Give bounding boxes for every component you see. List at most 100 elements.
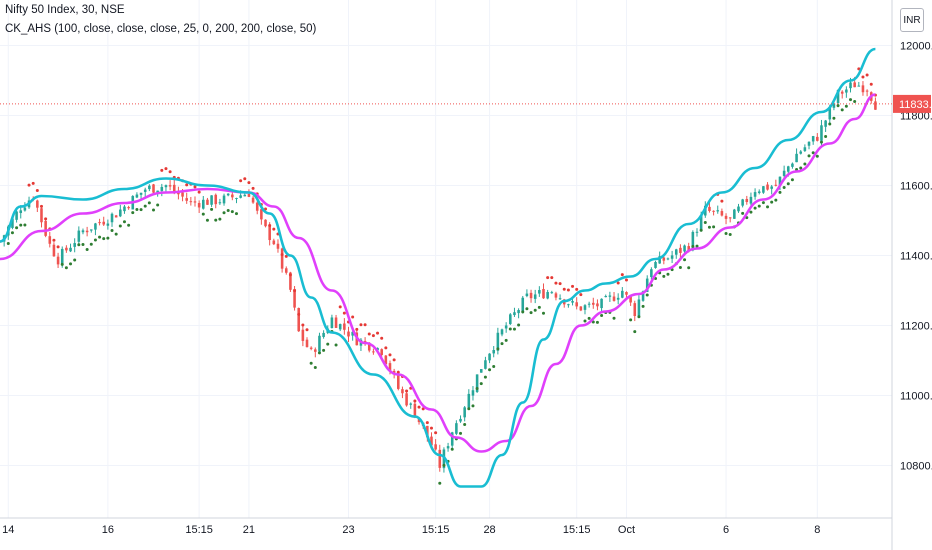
candle-body: [305, 339, 309, 348]
candle-body: [587, 303, 591, 305]
chart-grid: [0, 0, 892, 518]
candle-body: [608, 295, 612, 297]
candle-body: [23, 207, 27, 211]
candle-body: [654, 262, 657, 268]
candle-body: [243, 194, 247, 197]
currency-badge[interactable]: INR: [900, 8, 924, 32]
y-tick-label: 10800.00: [900, 461, 932, 473]
candle-body: [172, 184, 176, 192]
candle-body: [11, 218, 14, 228]
candle-body: [235, 198, 238, 200]
candle-body: [571, 301, 574, 303]
stop-dot: [521, 310, 525, 314]
stop-dot: [683, 258, 687, 262]
stop-dot: [512, 327, 516, 331]
stop-dot: [815, 154, 819, 158]
stop-dot: [541, 311, 545, 315]
candle-body: [380, 349, 383, 355]
stop-dot: [620, 273, 624, 277]
candle-body: [98, 222, 101, 224]
indicator-legend[interactable]: CK_AHS (100, close, close, close, 25, 0,…: [5, 23, 317, 35]
candle-body: [44, 220, 47, 236]
stop-dot: [662, 274, 666, 278]
stop-dot: [234, 212, 238, 216]
stop-dot: [355, 327, 359, 331]
candle-body: [397, 375, 400, 389]
candle-body: [284, 268, 288, 273]
candle-body: [280, 248, 284, 269]
stop-dot: [728, 232, 732, 236]
indicator-lines: [0, 47, 876, 488]
stop-dot: [226, 208, 230, 212]
symbol-title[interactable]: Nifty 50 Index, 30, NSE: [5, 4, 125, 16]
candle-body: [865, 90, 869, 92]
stop-dot: [624, 278, 628, 282]
stop-dot: [309, 361, 313, 365]
candle-body: [824, 120, 827, 127]
stop-dot: [351, 315, 355, 319]
candle-body: [48, 236, 52, 244]
stop-dot: [127, 223, 131, 227]
stop-dot: [376, 331, 380, 335]
candle-body: [479, 369, 483, 373]
candle-body: [699, 215, 703, 231]
candle-body: [160, 186, 164, 192]
candle-body: [135, 194, 139, 198]
candle-body: [168, 185, 172, 187]
candle-body: [318, 335, 321, 352]
stop-dot: [707, 225, 711, 229]
last-price-label: 11833.15: [899, 99, 932, 111]
stop-dot: [317, 351, 321, 355]
stop-dot: [558, 282, 562, 286]
stop-dot: [305, 328, 309, 332]
candle-body: [164, 185, 168, 188]
stop-dot: [566, 288, 570, 292]
candle-body: [81, 230, 85, 233]
candle-body: [496, 332, 500, 351]
stop-dot: [44, 217, 48, 221]
candle-body: [554, 293, 558, 298]
stop-dot: [197, 190, 201, 194]
x-tick-label: Oct: [618, 524, 635, 536]
stop-dot: [865, 73, 869, 77]
candle-body: [641, 291, 645, 301]
stop-dot: [612, 316, 616, 320]
y-tick-label: 11800.00: [900, 111, 932, 123]
stop-dot: [786, 182, 790, 186]
stop-dot: [819, 140, 823, 144]
candle-body: [139, 192, 143, 195]
candle-body: [226, 193, 230, 196]
stop-dot: [239, 179, 243, 183]
candle-body: [65, 247, 68, 251]
candle-body: [450, 432, 454, 446]
stop-dot: [832, 116, 836, 120]
candle-body: [69, 247, 72, 252]
stop-dot: [595, 320, 599, 324]
stop-dot: [479, 382, 483, 386]
candle-body: [691, 231, 695, 251]
candle-body: [214, 194, 218, 205]
candle-body: [538, 290, 541, 294]
candle-body: [832, 103, 836, 108]
candle-body: [467, 393, 471, 408]
x-tick-label: 8: [814, 524, 820, 536]
candle-body: [264, 219, 267, 227]
stop-dot: [214, 218, 218, 222]
candle-body: [463, 407, 466, 418]
stop-dot: [861, 75, 865, 79]
candle-body: [600, 298, 603, 309]
stop-dot: [313, 366, 317, 370]
candle-body: [674, 249, 678, 255]
candle-body: [529, 292, 533, 299]
candle-body: [272, 240, 276, 245]
stop-dot: [853, 99, 857, 103]
stop-dot: [836, 104, 840, 108]
x-tick-label: 15:15: [422, 524, 450, 536]
stop-dot: [508, 327, 512, 331]
candle-body: [301, 329, 305, 341]
stop-dot: [633, 330, 637, 334]
candle-body: [430, 436, 433, 446]
candle-body: [52, 244, 56, 257]
last-price-tag: [893, 94, 931, 113]
